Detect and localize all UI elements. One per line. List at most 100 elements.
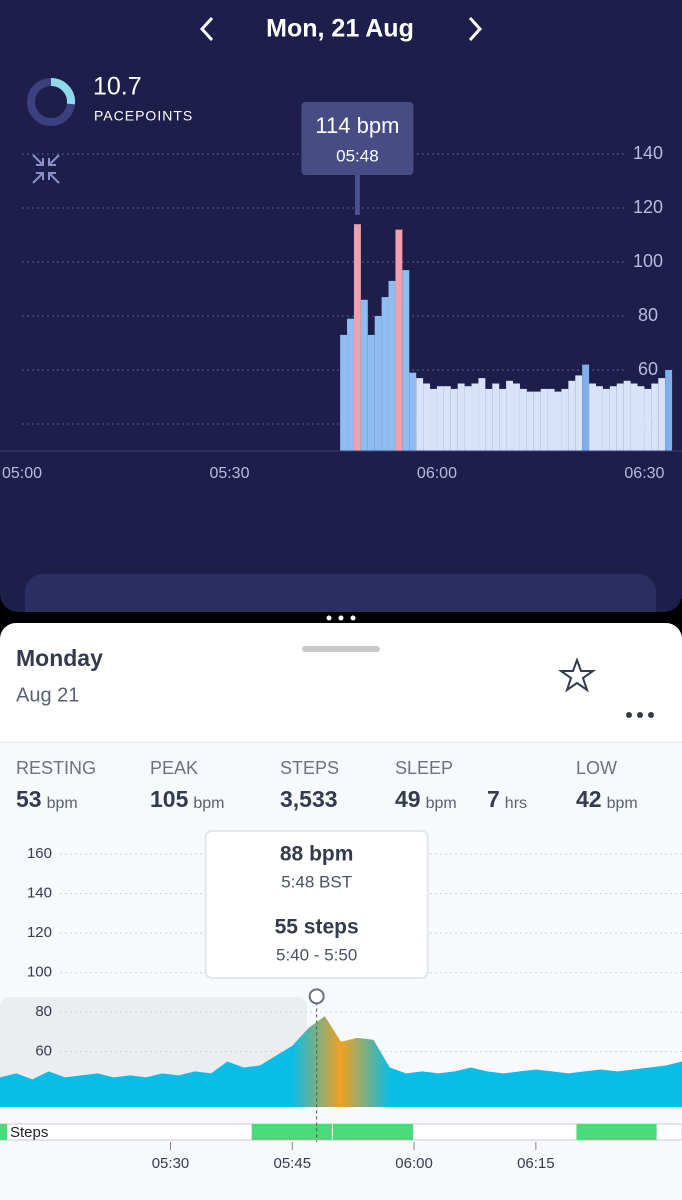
stat-label: SLEEP xyxy=(395,758,453,778)
bar xyxy=(623,380,631,451)
pacepoints-label: PACEPOINTS xyxy=(94,108,193,124)
y-tick-label: 120 xyxy=(633,197,663,217)
y-tick-label: 100 xyxy=(633,251,663,271)
next-day[interactable] xyxy=(468,16,483,42)
bar xyxy=(540,388,548,451)
bar xyxy=(651,383,659,451)
bar xyxy=(616,383,624,451)
stat-value: 53 xyxy=(16,786,42,812)
date-title: Mon, 21 Aug xyxy=(266,15,414,43)
tooltip-value: 114 bpm xyxy=(315,113,399,138)
top-panel-fill xyxy=(0,0,682,40)
bar xyxy=(554,391,562,451)
bar xyxy=(499,388,507,451)
bar xyxy=(340,334,348,451)
bar xyxy=(430,388,437,451)
steps-segment xyxy=(251,1124,332,1140)
favorite-star[interactable] xyxy=(557,657,597,693)
bar xyxy=(596,386,603,451)
bar xyxy=(409,372,417,451)
bar xyxy=(471,383,479,451)
bar xyxy=(388,280,396,451)
x-tick-label: 05:30 xyxy=(209,465,249,482)
x-tick-label: 05:45 xyxy=(274,1155,312,1172)
x-tick-label: 05:00 xyxy=(2,465,42,482)
y-tick-label: 80 xyxy=(638,305,658,325)
steps-segment xyxy=(0,1124,8,1140)
bar xyxy=(485,388,493,451)
bar xyxy=(360,299,368,451)
bar xyxy=(347,318,354,451)
bar xyxy=(443,386,451,451)
collapse-icon[interactable] xyxy=(32,154,60,184)
steps-label: Steps xyxy=(10,1124,48,1141)
bar xyxy=(506,380,514,451)
x-tick-label: 05:30 xyxy=(152,1155,190,1172)
y-tick-label: 160 xyxy=(27,845,52,862)
bar xyxy=(602,388,610,451)
x-tick-label: 06:00 xyxy=(417,465,457,482)
bar xyxy=(416,378,424,451)
stat-unit: bpm xyxy=(193,795,224,812)
top-panel xyxy=(0,0,682,612)
bar xyxy=(658,378,666,451)
bar xyxy=(533,391,541,451)
stat-unit: bpm xyxy=(607,795,638,812)
donut-arc xyxy=(50,77,76,105)
bar xyxy=(492,383,500,451)
day-date: Aug 21 xyxy=(16,684,79,706)
drag-handle[interactable] xyxy=(302,646,380,652)
stat-unit: bpm xyxy=(47,795,78,812)
stat-unit: bpm xyxy=(426,795,457,812)
tooltip-box xyxy=(301,102,414,175)
y-tick-label: 120 xyxy=(27,924,52,941)
bar xyxy=(450,388,458,451)
bar xyxy=(630,383,638,451)
bar xyxy=(374,316,382,451)
more-menu[interactable] xyxy=(626,712,654,718)
tooltip-range: 5:40 - 5:50 xyxy=(276,945,357,964)
stat-unit: hrs xyxy=(505,795,527,812)
bar xyxy=(464,386,472,451)
tooltip-time: 05:48 xyxy=(336,146,379,165)
y-tick-label: 60 xyxy=(35,1043,52,1060)
bar xyxy=(367,334,375,451)
stat-value: 49 xyxy=(395,786,421,812)
tooltip-point xyxy=(308,988,325,1005)
handle-dots[interactable] xyxy=(326,615,356,621)
bar xyxy=(644,388,652,451)
y-tick-label: 140 xyxy=(27,885,52,902)
stat-value: 105 xyxy=(150,786,189,812)
tooltip-box xyxy=(204,830,429,979)
bar xyxy=(526,391,534,451)
x-tick-label: 06:00 xyxy=(395,1155,433,1172)
steps-segment xyxy=(332,1124,414,1140)
bar xyxy=(436,386,444,451)
x-tick-label: 06:30 xyxy=(624,465,664,482)
y-tick-label: 100 xyxy=(27,964,52,981)
bar xyxy=(589,383,597,451)
bar xyxy=(665,370,673,451)
bar xyxy=(402,270,410,451)
stat-label: PEAK xyxy=(150,758,198,778)
stat-value: 3,533 xyxy=(280,786,338,812)
prev-day[interactable] xyxy=(199,16,214,42)
y-tick-label: 60 xyxy=(638,359,658,379)
stat-value: 42 xyxy=(576,786,602,812)
x-tick-label: 06:15 xyxy=(517,1155,555,1172)
y-tick-label: 80 xyxy=(35,1003,52,1020)
bar xyxy=(513,383,520,451)
stat-label: RESTING xyxy=(16,758,96,778)
bar xyxy=(478,378,486,451)
stat-label: STEPS xyxy=(280,758,339,778)
stat-value: 7 xyxy=(487,786,500,812)
bar xyxy=(395,229,403,451)
tooltip-time: 5:48 BST xyxy=(281,872,352,891)
area xyxy=(0,1016,682,1107)
y-tick-label: 140 xyxy=(633,143,663,163)
bar xyxy=(381,297,389,451)
steps-segment xyxy=(576,1124,657,1140)
bar xyxy=(423,383,431,451)
